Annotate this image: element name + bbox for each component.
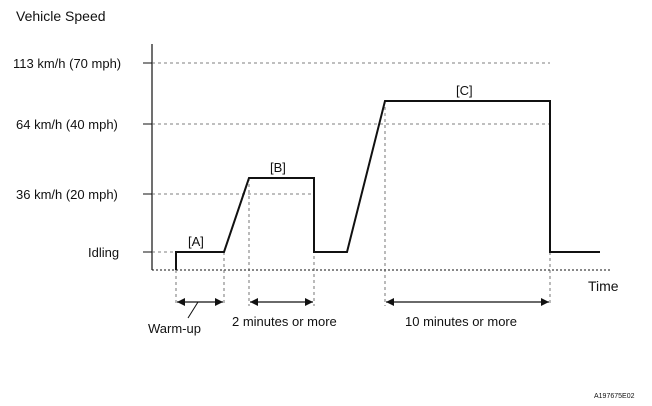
duration-arrow-a <box>177 298 223 306</box>
segment-label-c: [C] <box>456 83 473 98</box>
y-label-64: 64 km/h (40 mph) <box>16 117 118 132</box>
y-label-36: 36 km/h (20 mph) <box>16 187 118 202</box>
duration-label-10min: 10 minutes or more <box>405 314 517 329</box>
y-label-113: 113 km/h (70 mph) <box>13 56 121 71</box>
x-axis-label: Time <box>588 278 619 294</box>
warm-up-leader-line <box>187 301 199 319</box>
segment-label-b: [B] <box>270 160 286 175</box>
y-label-idling: Idling <box>88 245 119 260</box>
figure-id: A197675E02 <box>594 393 635 400</box>
speed-profile-line <box>175 100 600 270</box>
chart-title: Vehicle Speed <box>16 8 106 24</box>
segment-label-a: [A] <box>188 234 204 249</box>
duration-label-warm-up: Warm-up <box>148 321 201 336</box>
duration-label-2min: 2 minutes or more <box>232 314 337 329</box>
duration-arrow-b <box>250 298 313 306</box>
duration-arrow-c <box>386 298 549 306</box>
